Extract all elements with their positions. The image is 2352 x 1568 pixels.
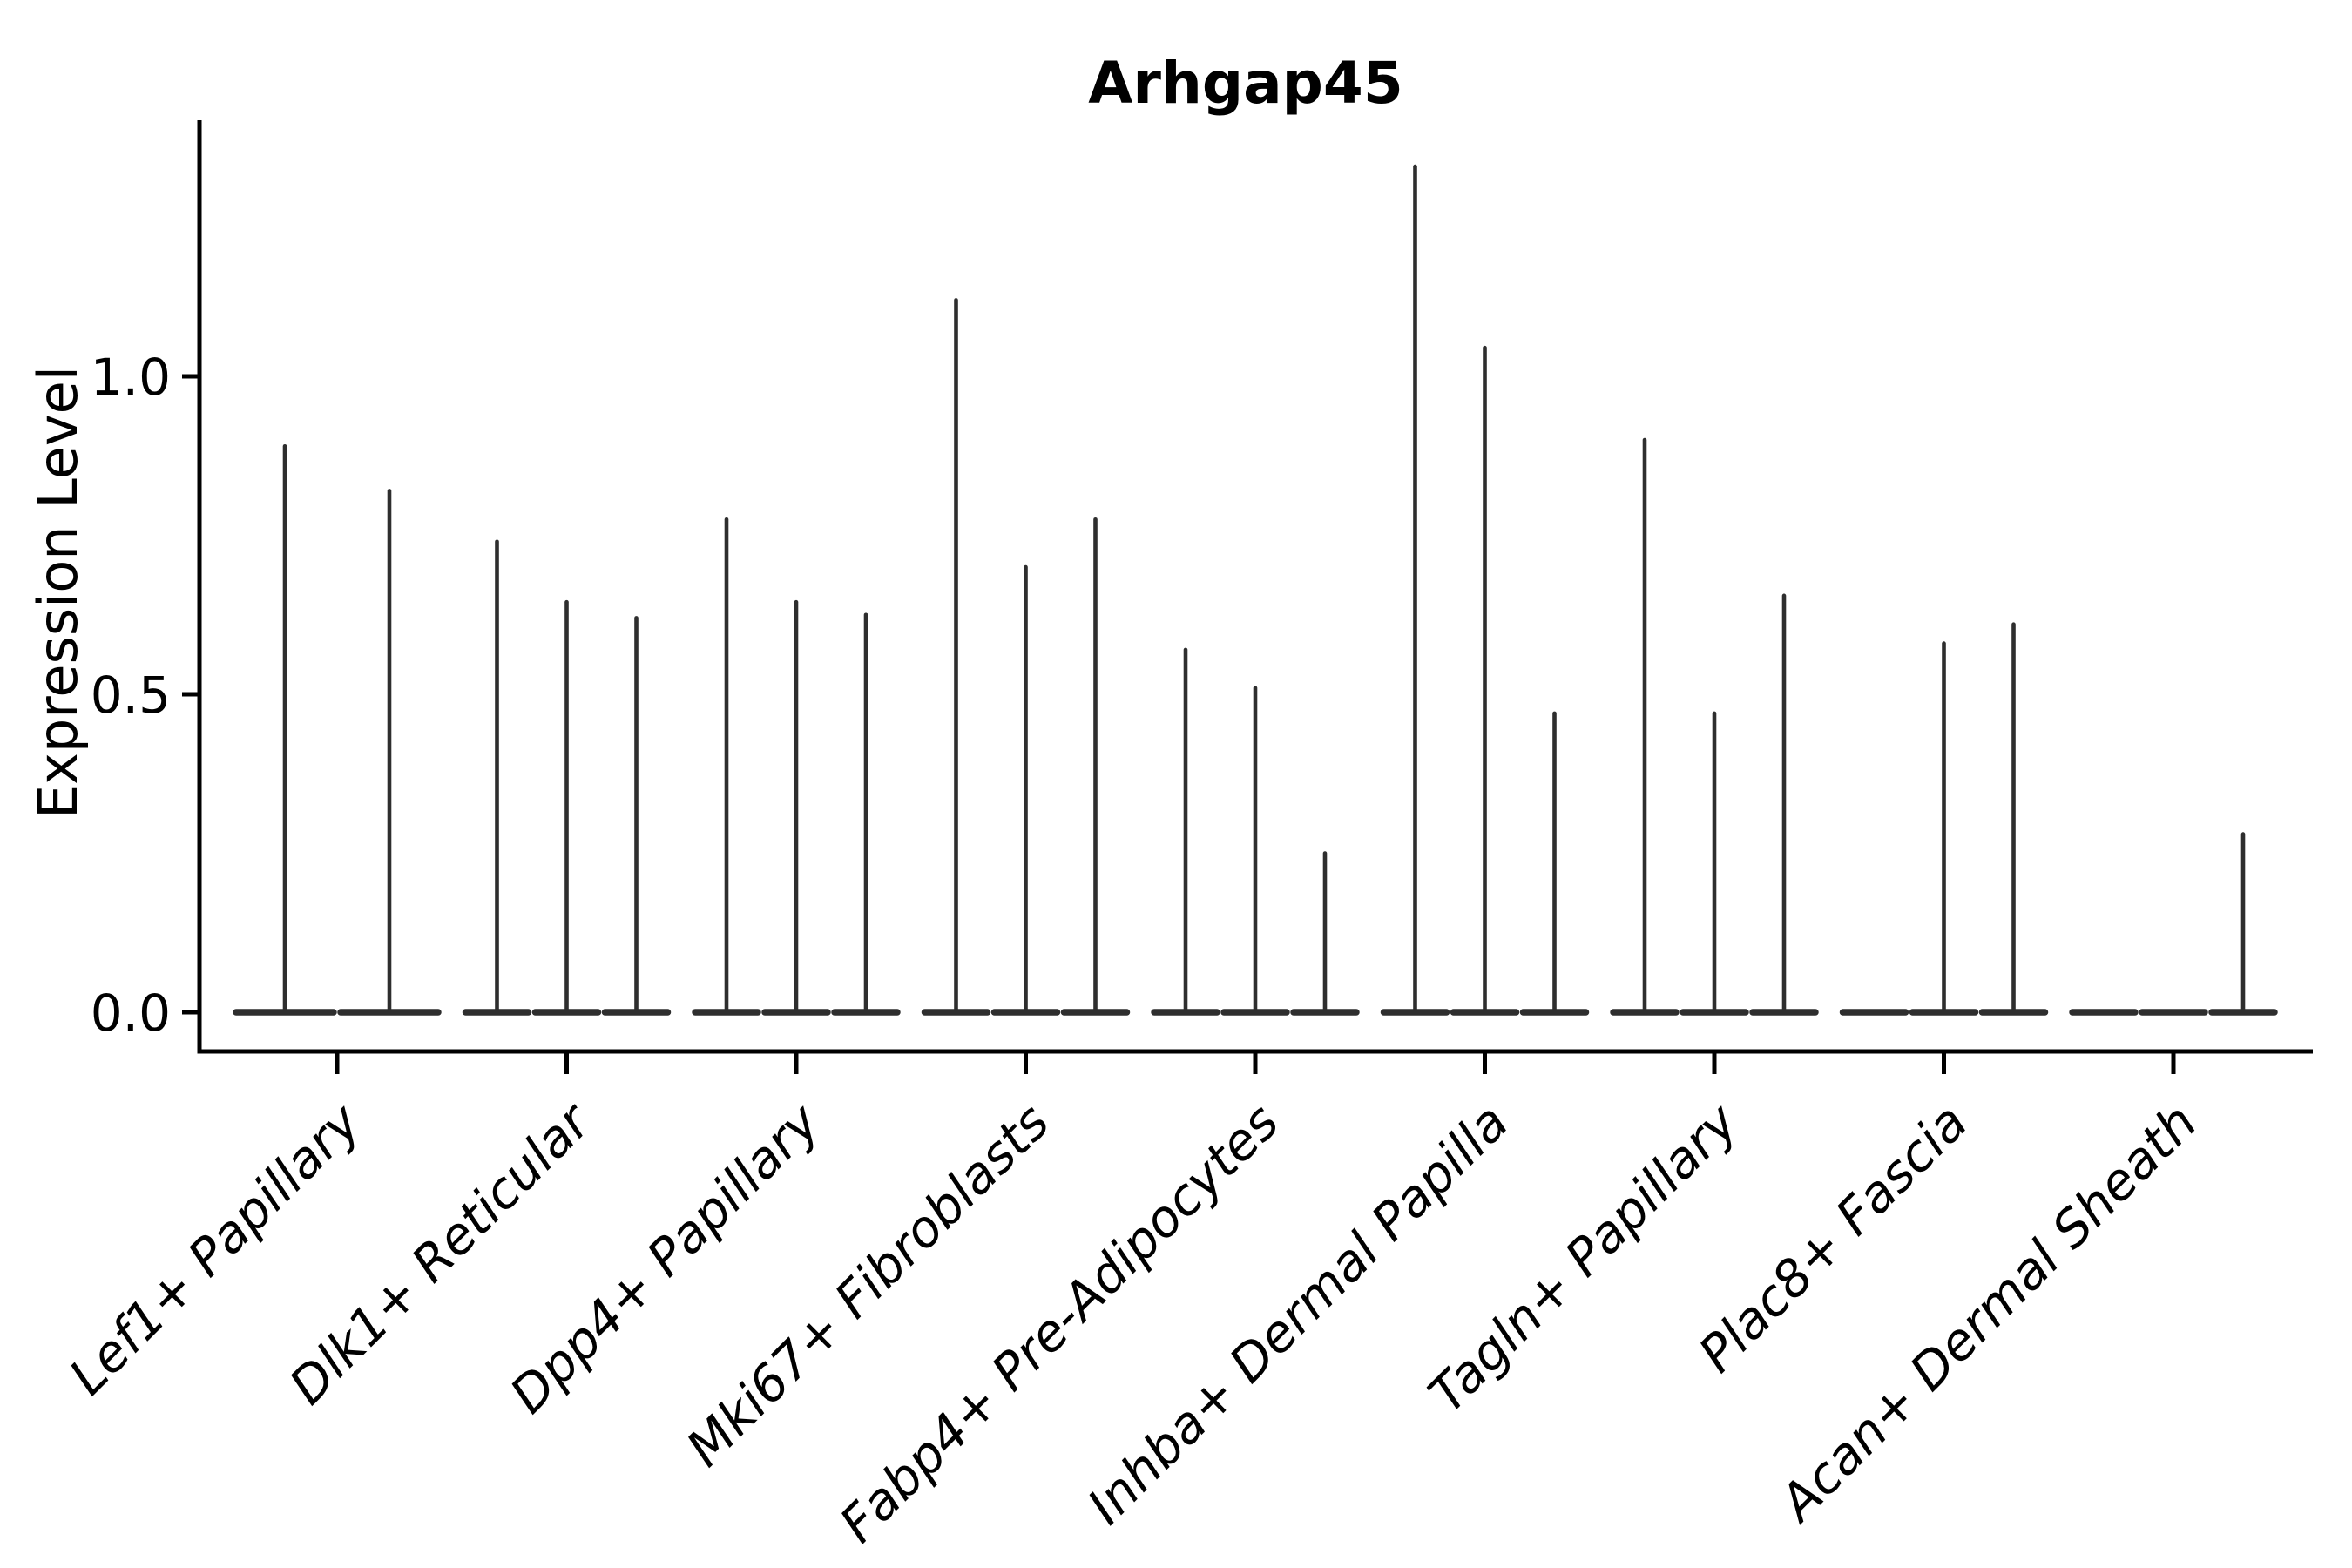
x-tick-label: Inhba+ Dermal Papilla <box>1076 1092 1519 1536</box>
x-tick-label: Acan+ Dermal Sheath <box>1766 1092 2208 1535</box>
y-axis-label: Expression Level <box>26 366 90 819</box>
chart-title: Arhgap45 <box>1088 50 1403 117</box>
x-tick-label: Fabp4+ Pre-Adipocytes <box>828 1092 1290 1554</box>
y-tick-label: 0.0 <box>91 983 171 1043</box>
y-tick-label: 1.0 <box>91 348 171 407</box>
y-tick-label: 0.5 <box>91 666 171 725</box>
